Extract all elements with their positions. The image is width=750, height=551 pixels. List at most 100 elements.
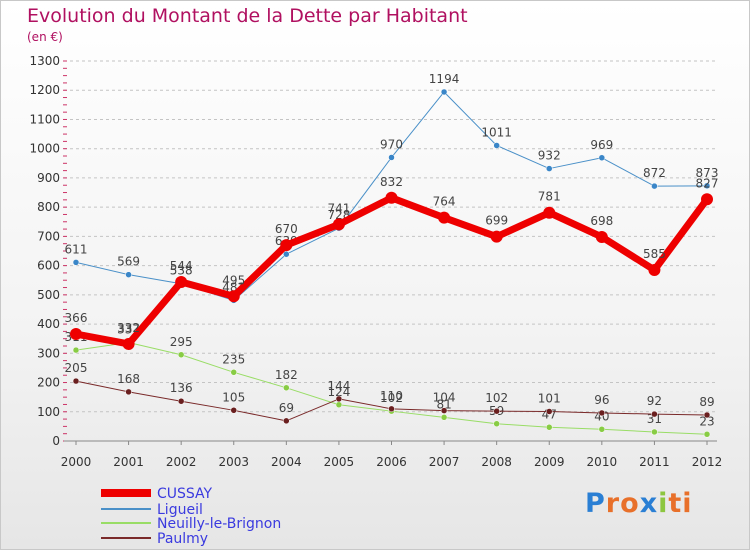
data-point <box>177 351 185 359</box>
data-point <box>122 337 135 350</box>
data-label: 96 <box>594 393 609 407</box>
data-point <box>72 346 80 354</box>
data-point <box>701 193 713 206</box>
data-point <box>283 417 290 425</box>
x-tick-label: 2002 <box>166 455 197 469</box>
y-tick-label: 200 <box>37 376 60 390</box>
data-label: 92 <box>647 394 662 408</box>
data-label: 144 <box>327 379 350 393</box>
x-tick-label: 2003 <box>218 455 249 469</box>
data-point <box>493 407 500 415</box>
data-point <box>335 395 343 403</box>
data-label: 699 <box>485 214 508 228</box>
data-label: 102 <box>485 391 508 405</box>
data-point <box>598 426 606 433</box>
data-label: 89 <box>699 395 714 409</box>
data-point <box>438 211 451 224</box>
data-point <box>283 384 290 392</box>
data-point <box>651 428 658 436</box>
data-point <box>177 397 185 405</box>
data-label: 873 <box>696 166 719 180</box>
data-point <box>230 369 237 376</box>
data-label: 781 <box>538 190 561 204</box>
data-label: 827 <box>696 176 719 190</box>
data-point <box>490 230 503 243</box>
data-point <box>280 239 293 252</box>
data-point <box>598 154 606 162</box>
y-tick-label: 1200 <box>29 83 60 97</box>
data-label: 31 <box>647 412 662 426</box>
data-label: 235 <box>222 352 245 366</box>
data-label: 698 <box>590 214 613 228</box>
y-tick-label: 100 <box>37 405 60 419</box>
x-tick-label: 2009 <box>534 455 565 469</box>
logo-letter: t <box>668 488 683 519</box>
legend-label: Neuilly-le-Brignon <box>157 516 281 532</box>
data-point <box>125 271 132 278</box>
data-point <box>440 407 448 414</box>
data-label: 124 <box>327 385 350 399</box>
data-label: 764 <box>433 195 456 209</box>
data-point <box>651 182 658 190</box>
data-label: 295 <box>170 335 193 349</box>
y-tick-label: 1300 <box>29 54 60 68</box>
legend-label: Ligueil <box>157 502 203 518</box>
data-label: 69 <box>279 401 294 415</box>
data-label: 81 <box>436 397 451 411</box>
data-label: 1011 <box>481 125 512 139</box>
data-label: 366 <box>65 311 88 325</box>
y-tick-label: 700 <box>37 229 60 243</box>
data-point <box>703 411 711 419</box>
data-label: 136 <box>170 381 193 395</box>
data-point <box>651 410 658 418</box>
x-tick-label: 2008 <box>481 455 512 469</box>
data-point <box>335 401 343 409</box>
logo-letter: x <box>639 488 659 519</box>
data-label: 544 <box>170 259 193 273</box>
data-label: 23 <box>699 414 714 428</box>
data-label: 332 <box>117 321 140 335</box>
data-label: 611 <box>65 242 88 256</box>
y-tick-label: 800 <box>37 200 60 214</box>
logo-letter: i <box>658 488 669 519</box>
data-point <box>703 182 711 190</box>
data-label: 741 <box>327 201 350 215</box>
y-tick-label: 0 <box>52 434 60 448</box>
x-tick-label: 2010 <box>587 455 618 469</box>
y-tick-label: 400 <box>37 317 60 331</box>
data-point <box>388 405 395 413</box>
data-label: 970 <box>380 137 403 151</box>
y-tick-label: 900 <box>37 171 60 185</box>
x-tick-label: 2001 <box>113 455 144 469</box>
data-label: 105 <box>222 390 245 404</box>
data-point <box>546 408 553 415</box>
data-point <box>227 290 240 303</box>
data-point <box>72 259 80 266</box>
data-label: 969 <box>590 138 613 152</box>
data-label: 102 <box>380 391 403 405</box>
data-point <box>493 142 500 149</box>
y-tick-label: 300 <box>37 346 60 360</box>
chart-subtitle: (en €) <box>27 30 63 44</box>
data-label: 101 <box>538 391 561 405</box>
x-tick-label: 2012 <box>692 455 723 469</box>
legend-label: CUSSAY <box>157 486 213 502</box>
data-label: 182 <box>275 368 298 382</box>
data-label: 569 <box>117 255 140 269</box>
x-tick-label: 2006 <box>376 455 407 469</box>
data-point <box>543 206 556 219</box>
data-point <box>493 420 500 428</box>
data-label: 872 <box>643 166 666 180</box>
data-point <box>598 409 606 417</box>
proxiti-logo: Proxiti <box>585 488 693 519</box>
x-tick-label: 2005 <box>324 455 355 469</box>
data-label: 832 <box>380 175 403 189</box>
data-point <box>125 388 132 396</box>
logo-letter: r <box>605 488 621 519</box>
data-point <box>546 424 553 431</box>
logo-letter: i <box>682 488 693 519</box>
data-point <box>703 431 711 438</box>
y-tick-label: 600 <box>37 259 60 273</box>
